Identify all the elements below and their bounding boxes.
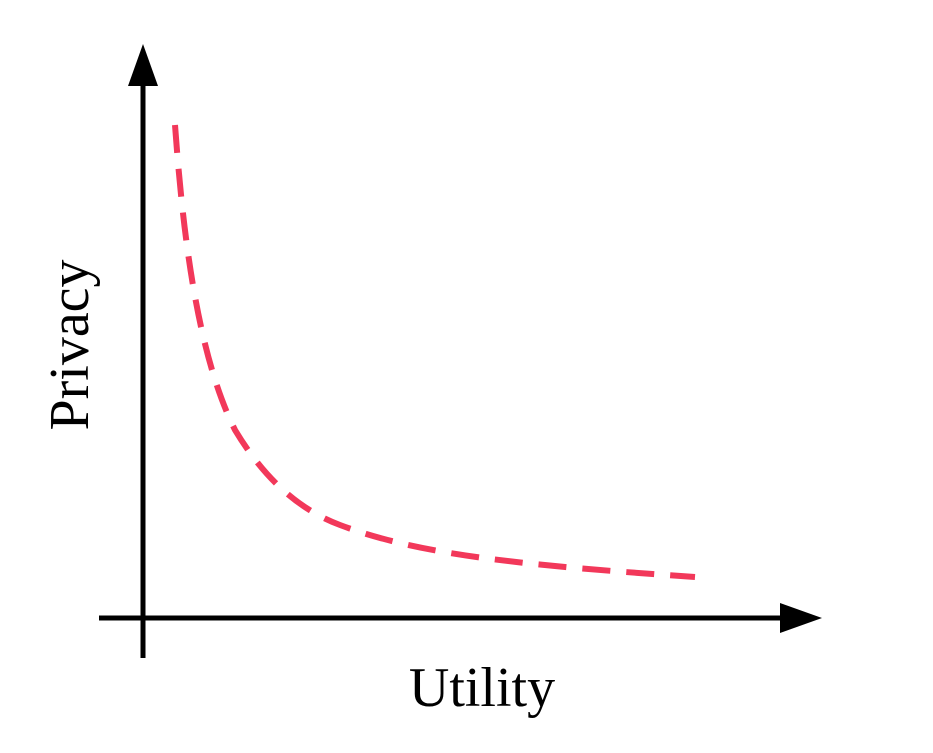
y-axis-label: Privacy <box>39 259 101 430</box>
tradeoff-curve <box>172 124 696 580</box>
x-axis-label: Utility <box>409 657 555 719</box>
x-axis-arrowhead <box>780 603 822 633</box>
y-axis-arrowhead <box>128 44 158 86</box>
